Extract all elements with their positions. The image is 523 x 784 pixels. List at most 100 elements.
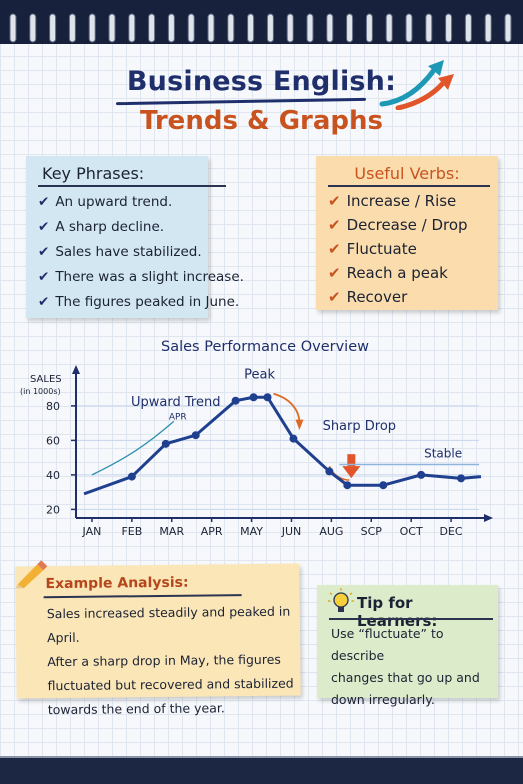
spiral-ring: [148, 13, 156, 43]
spiral-ring: [167, 13, 175, 43]
spiral-ring: [187, 13, 195, 43]
phrase-text: The figures peaked in June.: [55, 294, 240, 310]
spiral-ring: [266, 13, 274, 43]
upward-trend-label: Upward Trend: [131, 395, 220, 410]
spiral-ring: [29, 13, 37, 43]
checkmark-icon: ✔: [328, 240, 341, 258]
x-tick-label: APR: [201, 525, 223, 538]
sales-line-chart: Sales Performance Overview SALES (in 100…: [20, 339, 493, 538]
spiral-ring: [108, 13, 116, 43]
verb-text: Reach a peak: [346, 264, 448, 282]
x-axis-arrow: [484, 514, 493, 522]
verb-text: Recover: [346, 288, 408, 306]
y-tick-label: 80: [46, 400, 60, 413]
verb-text: Increase / Rise: [346, 192, 457, 210]
useful-verbs-heading: Useful Verbs:: [354, 164, 460, 183]
spiral-ring: [346, 13, 354, 43]
data-point: [231, 396, 240, 405]
phrase-text: Sales have stabilized.: [55, 244, 202, 260]
drop-arrow-shaft: [347, 454, 356, 467]
notebook-bottom-line: [0, 756, 523, 758]
spiral-ring: [247, 13, 255, 43]
list-item: ✔ Decrease / Drop: [328, 216, 468, 240]
list-item: ✔ Sales have stabilized.: [38, 244, 244, 269]
useful-verbs-underline: [328, 185, 490, 187]
list-item: ✔ Reach a peak: [328, 264, 468, 288]
tip-line: down irregularly.: [331, 692, 435, 707]
analysis-line: fluctuated but recovered and stabilized: [47, 675, 294, 694]
x-tick-label: MAR: [159, 525, 184, 538]
list-item: ✔ There was a slight increase.: [38, 269, 244, 294]
spiral-ring: [306, 13, 314, 43]
tip-heading: Tip for Learners:: [357, 594, 438, 630]
list-item: ✔ Increase / Rise: [328, 192, 468, 216]
key-phrases-note: Key Phrases: ✔ An upward trend. ✔ A sharp …: [26, 156, 244, 318]
drop-arrow-head: [342, 466, 361, 479]
peak-label: Peak: [244, 367, 275, 382]
y-tick-label: 40: [46, 469, 60, 482]
example-analysis-underline: [43, 594, 242, 599]
example-analysis-note: Example Analysis: Sales increased steadi…: [15, 560, 301, 717]
verb-text: Fluctuate: [346, 240, 417, 258]
spiral-ring: [49, 13, 57, 43]
list-item: ✔ Recover: [328, 288, 468, 312]
data-point: [325, 467, 334, 476]
chart-title: Sales Performance Overview: [161, 339, 369, 355]
x-tick-label: MAY: [240, 525, 263, 538]
key-phrases-heading: Key Phrases:: [42, 164, 145, 183]
pencil-icon: [15, 560, 48, 589]
page-subtitle: Trends & Graphs: [139, 106, 383, 136]
x-tick-label: DEC: [440, 525, 463, 538]
checkmark-icon: ✔: [38, 244, 50, 260]
data-point: [161, 439, 170, 448]
lightbulb-icon: [328, 588, 354, 612]
y-axis-arrow: [72, 365, 80, 374]
key-phrases-list: ✔ An upward trend. ✔ A sharp decline. ✔ Sal…: [38, 194, 244, 319]
data-point: [191, 431, 200, 440]
x-tick-label: AUG: [319, 525, 343, 538]
phrase-text: A sharp decline.: [55, 219, 165, 235]
data-point: [289, 434, 298, 443]
list-item: ✔ An upward trend.: [38, 194, 244, 219]
spiral-ring: [9, 13, 17, 43]
checkmark-icon: ✔: [38, 219, 50, 235]
checkmark-icon: ✔: [38, 269, 50, 285]
page-title: Business English:: [126, 66, 397, 97]
spiral-ring: [128, 13, 136, 43]
stable-label: Stable: [424, 447, 462, 461]
spiral-ring: [227, 13, 235, 43]
spiral-ring: [484, 13, 492, 43]
peak-arrow: [273, 392, 301, 424]
data-point: [343, 481, 352, 490]
data-point: [417, 470, 426, 479]
apr-tag-label: APR: [169, 413, 187, 423]
analysis-line: towards the end of the year.: [47, 700, 225, 718]
spiral-ring: [385, 13, 393, 43]
checkmark-icon: ✔: [328, 216, 341, 234]
y-tick-label: 20: [46, 503, 60, 516]
verb-text: Decrease / Drop: [346, 216, 468, 234]
y-axis-unit: (in 1000s): [20, 387, 61, 396]
analysis-line: Sales increased steadily and peaked in A…: [46, 603, 291, 646]
spiral-ring: [365, 13, 373, 43]
sharp-drop-label: Sharp Drop: [323, 419, 396, 434]
checkmark-icon: ✔: [328, 264, 341, 282]
analysis-line: After a sharp drop in May, the figures: [47, 651, 281, 670]
spiral-ring: [68, 13, 76, 43]
tip-note: Tip for Learners: Use “fluctuate” to des…: [317, 585, 498, 707]
data-point: [457, 474, 466, 483]
spiral-ring: [445, 13, 453, 43]
checkmark-icon: ✔: [38, 294, 50, 310]
useful-verbs-list: ✔ Increase / Rise ✔ Decrease / Drop ✔ Fluct…: [328, 192, 468, 312]
spiral-ring: [405, 13, 413, 43]
tip-text: Use “fluctuate” to describe changes that…: [331, 623, 495, 711]
data-point: [263, 393, 272, 402]
list-item: ✔ The figures peaked in June.: [38, 294, 244, 319]
phrase-text: There was a slight increase.: [55, 269, 244, 285]
sales-series-line: [83, 395, 482, 496]
data-point: [249, 393, 258, 402]
list-item: ✔ A sharp decline.: [38, 219, 244, 244]
y-tick-label: 60: [46, 434, 60, 447]
spiral-ring: [464, 13, 472, 43]
x-tick-label: SCP: [361, 525, 383, 538]
